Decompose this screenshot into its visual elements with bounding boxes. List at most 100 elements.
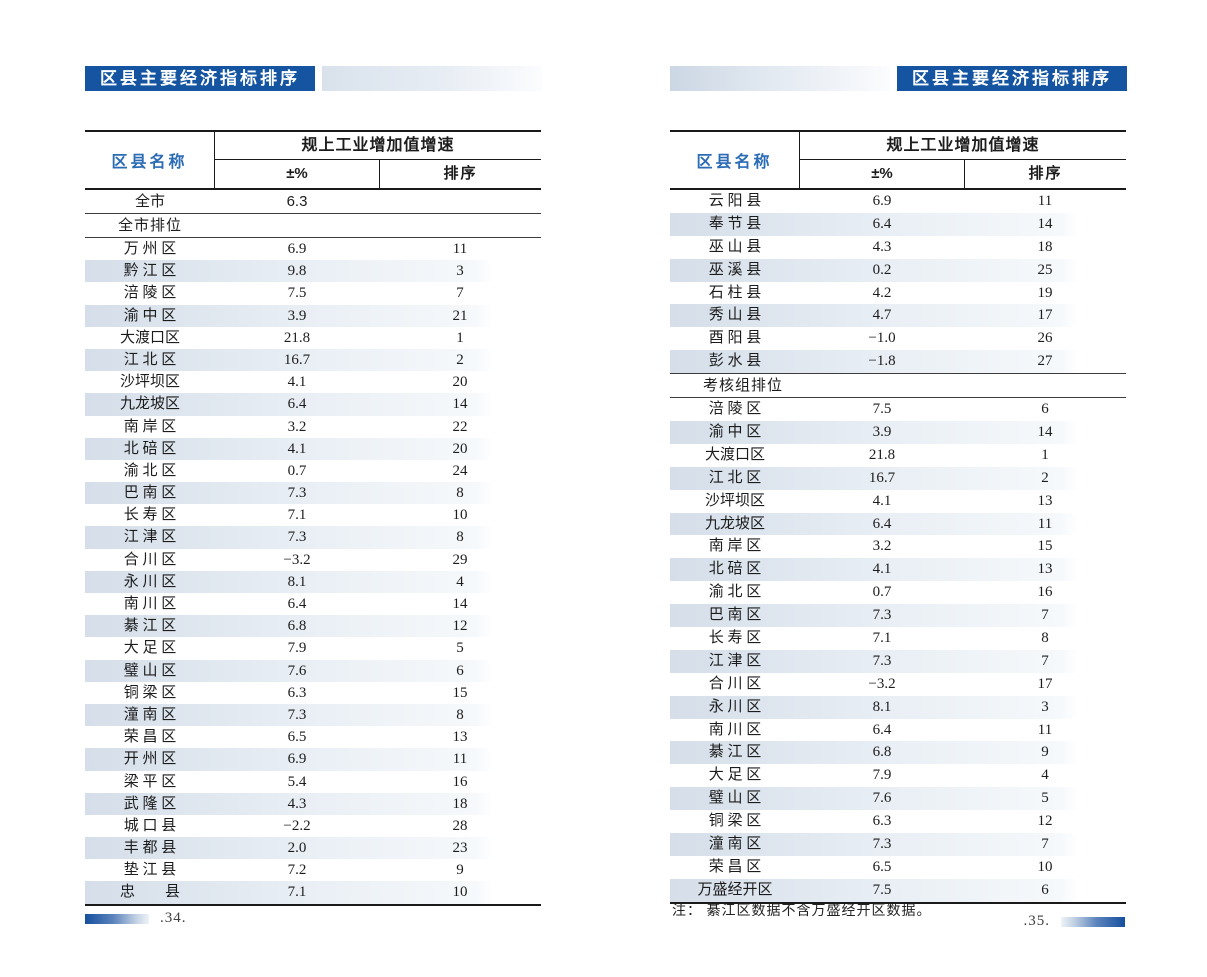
table-row: 荣 昌 区 6.5 13 <box>85 726 541 748</box>
right-report-page: 区县主要经济指标排序 区县名称 规上工业增加值增速 ±% 排序 云 阳 县 6.… <box>670 62 1127 962</box>
table-row: 大渡口区 21.8 1 <box>670 444 1126 467</box>
citywide-percent: 6.3 <box>286 193 308 210</box>
table-row: 北 碚 区 4.1 13 <box>670 558 1126 582</box>
district-name-cell: 万 州 区 <box>123 241 177 257</box>
district-name-cell: 九龙坡区 <box>119 396 180 413</box>
table-row: 江 北 区 16.7 2 <box>85 348 541 372</box>
table-row: 沙坪坝区 4.1 13 <box>670 490 1126 513</box>
table-row: 巴 南 区 7.3 8 <box>85 482 541 505</box>
table-row: 梁 平 区 5.4 16 <box>85 771 541 793</box>
district-name-cell: 南 川 区 <box>708 721 762 738</box>
right-page-footer: .35. <box>1024 913 1125 930</box>
district-name-cell: 璧 山 区 <box>123 662 177 679</box>
district-name-cell: 江 北 区 <box>123 351 177 368</box>
rank-cell: 11 <box>1037 515 1053 532</box>
growth-percent-cell: 7.9 <box>287 640 307 657</box>
column-header-percent: ±% <box>286 165 308 182</box>
district-name-cell: 潼 南 区 <box>123 706 177 723</box>
district-name-cell: 潼 南 区 <box>708 836 762 853</box>
rank-cell: 11 <box>452 751 468 768</box>
table-row: 永 川 区 8.1 3 <box>670 695 1126 719</box>
column-header-indicator: 规上工业增加值增速 <box>215 132 541 160</box>
rank-cell: 6 <box>1041 401 1049 418</box>
district-name-cell: 綦 江 区 <box>708 744 762 761</box>
right-table-county-body: 云 阳 县 6.9 11 奉 节 县 6.4 14 巫 山 县 4.3 18 <box>670 190 1126 374</box>
growth-percent-cell: 7.3 <box>287 706 307 723</box>
district-name-cell: 渝 中 区 <box>708 424 762 441</box>
district-name-cell: 南 岸 区 <box>123 418 177 435</box>
table-row: 武 隆 区 4.3 18 <box>85 792 541 815</box>
growth-percent-cell: 7.3 <box>872 836 892 853</box>
district-name-cell: 渝 中 区 <box>123 307 177 324</box>
rank-cell: 2 <box>1041 469 1049 486</box>
growth-percent-cell: 7.3 <box>872 607 892 624</box>
growth-percent-cell: 6.3 <box>287 684 307 701</box>
rank-cell: 3 <box>456 263 464 280</box>
growth-percent-cell: 6.4 <box>287 396 307 413</box>
growth-percent-cell: 6.8 <box>287 618 307 635</box>
growth-percent-cell: 2.0 <box>287 840 307 857</box>
table-row: 大 足 区 7.9 4 <box>670 764 1126 787</box>
growth-percent-cell: 6.4 <box>287 596 307 612</box>
district-name-cell: 涪 陵 区 <box>123 285 177 302</box>
rank-cell: 18 <box>452 795 468 812</box>
table-row: 石 柱 县 4.2 19 <box>670 282 1126 305</box>
rank-cell: 9 <box>1041 744 1049 761</box>
growth-percent-cell: −3.2 <box>283 551 311 568</box>
district-name-cell: 大渡口区 <box>119 329 180 346</box>
district-name-cell: 九龙坡区 <box>704 515 765 532</box>
rank-cell: 26 <box>1037 330 1053 347</box>
rank-cell: 28 <box>452 817 468 834</box>
growth-percent-cell: 0.7 <box>287 462 307 479</box>
district-name-cell: 奉 节 县 <box>708 215 762 232</box>
rank-cell: 13 <box>452 729 468 746</box>
table-row: 潼 南 区 7.3 7 <box>670 833 1126 856</box>
table-row: 长 寿 区 7.1 8 <box>670 627 1126 650</box>
table-row: 大 足 区 7.9 5 <box>85 637 541 659</box>
growth-percent-cell: 7.9 <box>872 767 892 784</box>
left-table-body: 万 州 区 6.9 11 黔 江 区 9.8 3 涪 陵 区 7.5 7 <box>85 238 541 904</box>
column-header-rank: 排序 <box>964 160 1126 188</box>
rank-cell: 12 <box>1037 813 1053 830</box>
district-name-cell: 城 口 县 <box>123 817 177 834</box>
rank-cell: 8 <box>456 529 464 546</box>
table-row: 綦 江 区 6.8 9 <box>670 741 1126 765</box>
table-row: 渝 中 区 3.9 14 <box>670 421 1126 444</box>
growth-percent-cell: 7.5 <box>287 285 307 302</box>
citywide-label: 全市 <box>134 193 165 210</box>
growth-percent-cell: 5.4 <box>287 773 307 790</box>
column-header-percent: ±% <box>871 165 893 182</box>
table-row: 合 川 区 −3.2 17 <box>670 673 1126 696</box>
left-page-footer: .34. <box>85 910 187 927</box>
district-name-cell: 长 寿 区 <box>708 630 762 647</box>
left-footer-gradient-bar <box>85 913 149 924</box>
growth-percent-cell: 16.7 <box>868 469 896 486</box>
district-name-cell: 大 足 区 <box>123 640 177 657</box>
growth-percent-cell: 3.9 <box>287 307 307 324</box>
table-row: 渝 北 区 0.7 16 <box>670 581 1126 604</box>
growth-percent-cell: −2.2 <box>283 817 311 834</box>
growth-percent-cell: 6.3 <box>872 813 892 830</box>
district-name-cell: 江 北 区 <box>708 469 762 486</box>
growth-percent-cell: 21.8 <box>868 446 896 463</box>
growth-percent-cell: −3.2 <box>868 675 896 692</box>
district-name-cell: 綦 江 区 <box>123 618 177 635</box>
left-page-number: .34. <box>160 910 187 926</box>
growth-percent-cell: 0.7 <box>872 584 892 601</box>
left-report-page: 区县主要经济指标排序 区县名称 规上工业增加值增速 ±% 排序 全市 6.3 全… <box>85 62 542 962</box>
rank-cell: 3 <box>1041 698 1049 715</box>
table-row: 涪 陵 区 7.5 6 <box>670 398 1126 421</box>
growth-percent-cell: 4.2 <box>872 284 892 301</box>
growth-percent-cell: 7.3 <box>287 529 307 546</box>
rank-cell: 18 <box>1037 238 1053 255</box>
section-header-citywide-ranking: 全市排位 <box>85 214 541 238</box>
district-name-cell: 渝 北 区 <box>708 584 762 601</box>
district-name-cell: 江 津 区 <box>123 529 177 546</box>
growth-percent-cell: 4.3 <box>287 795 307 812</box>
rank-cell: 6 <box>1041 881 1049 898</box>
table-row: 铜 梁 区 6.3 12 <box>670 810 1126 833</box>
table-row: 合 川 区 −3.2 29 <box>85 549 541 571</box>
rank-cell: 15 <box>1037 538 1053 555</box>
district-name-cell: 石 柱 县 <box>708 284 762 301</box>
table-row: 渝 中 区 3.9 21 <box>85 304 541 327</box>
